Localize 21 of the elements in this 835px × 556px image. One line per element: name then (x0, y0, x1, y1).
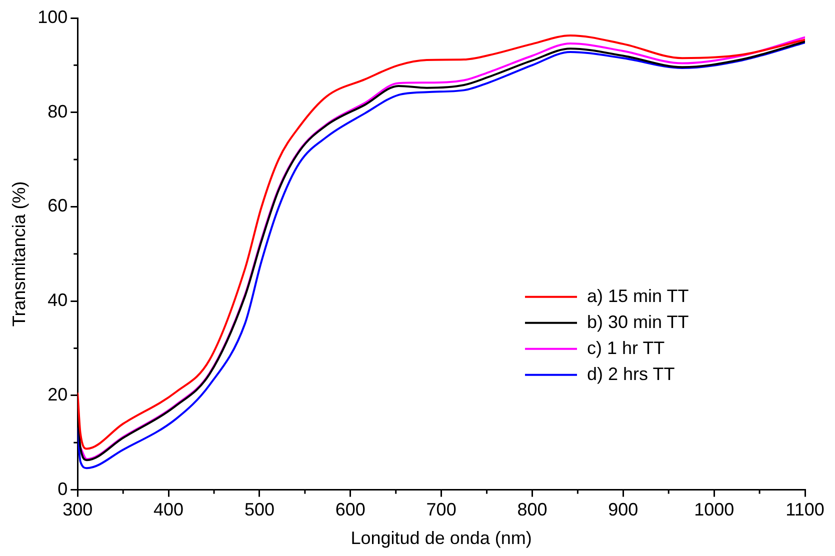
x-tick-label: 700 (426, 500, 456, 520)
y-tick-label: 20 (48, 384, 68, 404)
x-tick-label: 800 (517, 500, 548, 520)
legend-label: b) 30 min TT (587, 312, 689, 332)
y-axis-title: Transmitancia (%) (8, 181, 29, 327)
x-tick-label: 900 (608, 500, 638, 520)
y-tick-label: 0 (58, 478, 68, 499)
x-tick-label: 400 (154, 500, 184, 520)
y-tick-label: 40 (48, 290, 68, 310)
legend-label: a) 15 min TT (587, 286, 689, 306)
legend-label: c) 1 hr TT (587, 338, 665, 358)
x-tick-label: 1000 (694, 500, 734, 520)
x-tick-label: 600 (335, 500, 366, 520)
x-tick-label: 1100 (786, 500, 824, 520)
y-tick-label: 100 (38, 6, 68, 27)
x-axis-title: Longitud de onda (nm) (350, 528, 532, 548)
legend-label: d) 2 hrs TT (587, 364, 675, 384)
y-tick-label: 80 (48, 101, 68, 122)
x-tick-label: 500 (244, 500, 274, 520)
x-tick-label: 300 (62, 500, 93, 520)
y-tick-label: 60 (48, 196, 68, 216)
